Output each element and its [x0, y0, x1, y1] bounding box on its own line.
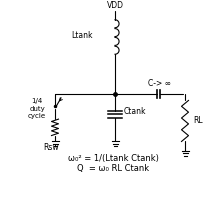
Text: VDD: VDD: [107, 1, 124, 10]
Text: RL: RL: [193, 116, 203, 125]
Text: ω₀² = 1/(Ltank Ctank): ω₀² = 1/(Ltank Ctank): [68, 154, 158, 163]
Text: C-> ∞: C-> ∞: [149, 79, 171, 88]
Text: 1/4
duty
cycle: 1/4 duty cycle: [28, 98, 46, 119]
Text: Q  = ω₀ RL Ctank: Q = ω₀ RL Ctank: [77, 164, 149, 173]
Text: Ctank: Ctank: [124, 107, 147, 116]
Text: Ltank: Ltank: [72, 31, 93, 40]
Text: Rsw: Rsw: [43, 143, 59, 152]
